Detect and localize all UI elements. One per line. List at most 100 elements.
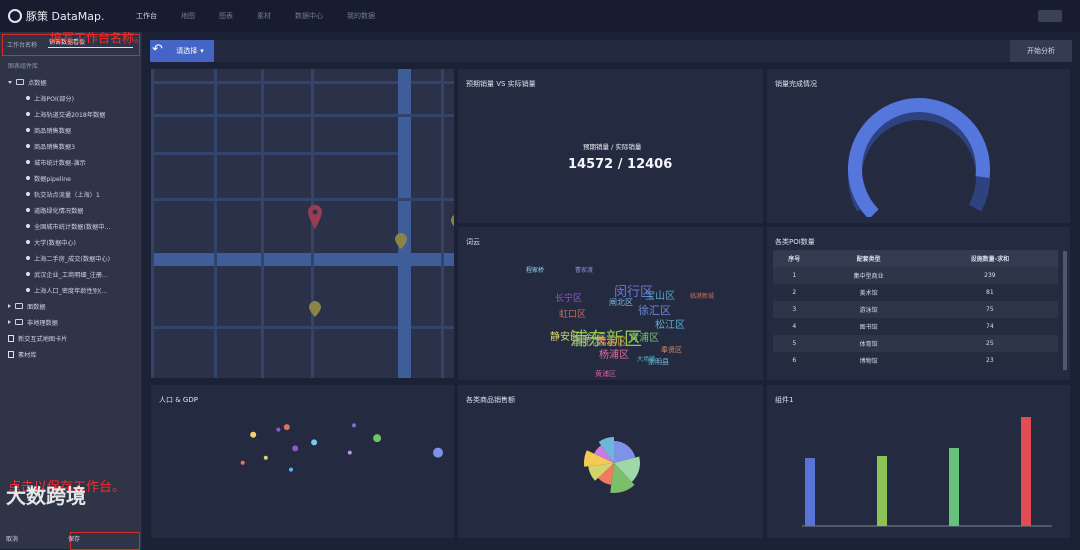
scatter-point[interactable] xyxy=(289,467,293,472)
scatter-point[interactable] xyxy=(263,455,268,460)
folder-label: 点数据 xyxy=(28,79,47,87)
scatter-point[interactable] xyxy=(311,439,318,446)
word-cloud-term[interactable]: 临港新城 xyxy=(690,293,715,300)
location-marker-icon[interactable] xyxy=(308,205,322,229)
word-cloud-term[interactable]: 杨浦区 xyxy=(599,350,629,361)
word-cloud-term[interactable]: 松江区 xyxy=(655,320,685,331)
nav-assets[interactable]: 素材 xyxy=(257,12,271,20)
location-pin-icon xyxy=(26,208,30,212)
data-item[interactable]: 上海二手房_成交(数据中心) xyxy=(8,250,136,266)
word-cloud-term[interactable]: 嘉定区 xyxy=(597,337,627,348)
pie-slice[interactable] xyxy=(588,463,614,481)
word-cloud-term[interactable]: 曹家渡 xyxy=(575,267,594,274)
scatter-point[interactable] xyxy=(240,460,245,465)
non-geo-data-folder[interactable]: 非地理数据 xyxy=(8,314,136,330)
scatter-point[interactable] xyxy=(347,450,352,455)
scatter-point[interactable] xyxy=(373,434,382,443)
word-cloud-term[interactable]: 长宁区 xyxy=(555,294,583,304)
scatter-point[interactable] xyxy=(283,424,290,431)
select-dropdown[interactable]: ↶ 请选择 ▾ xyxy=(150,40,214,62)
data-item[interactable]: 道路绿化情况数据 xyxy=(8,202,136,218)
word-cloud-term[interactable]: 崇明县 xyxy=(648,358,669,366)
point-data-folder[interactable]: 点数据 xyxy=(8,74,136,90)
word-cloud-term[interactable]: 虹口区 xyxy=(559,310,587,320)
data-item[interactable]: 上海人口_密度年龄性别(... xyxy=(8,282,136,298)
bar[interactable] xyxy=(877,456,887,526)
data-item[interactable]: 数据pipeline xyxy=(8,170,136,186)
map-road xyxy=(151,81,454,84)
location-marker-icon[interactable] xyxy=(309,301,321,317)
word-cloud-term[interactable]: 黄浦区 xyxy=(595,370,616,378)
word-cloud-term[interactable]: 普陀区 xyxy=(572,337,602,348)
data-item[interactable]: 商品销售数据3 xyxy=(8,138,136,154)
table-row[interactable]: 6 博物馆 23 xyxy=(773,352,1058,369)
pie-slice[interactable] xyxy=(597,463,614,485)
scatter-point[interactable] xyxy=(250,431,257,438)
polygon-data-folder[interactable]: 面数据 xyxy=(8,298,136,314)
scatter-point[interactable] xyxy=(352,423,356,428)
save-button[interactable]: 保存 xyxy=(68,536,81,543)
pie-slice[interactable] xyxy=(594,445,614,463)
word-cloud-term[interactable]: 浦东新区 xyxy=(570,329,642,350)
table-row[interactable]: 5 体育馆 25 xyxy=(773,335,1058,352)
word-cloud-term[interactable]: 程家桥 xyxy=(526,267,545,274)
bar[interactable] xyxy=(1021,417,1031,526)
word-cloud-term[interactable]: 闵行区 xyxy=(614,285,654,300)
data-item[interactable]: 城市统计数据-演示 xyxy=(8,154,136,170)
location-marker-icon[interactable] xyxy=(395,233,407,249)
pie-slice[interactable] xyxy=(610,463,635,493)
map-main-road xyxy=(398,69,411,378)
bar[interactable] xyxy=(949,448,959,526)
pie-slice[interactable] xyxy=(614,441,636,463)
data-item[interactable]: 大学(数据中心) xyxy=(8,234,136,250)
data-item[interactable]: 全国城市统计数据(数据中... xyxy=(8,218,136,234)
expected-vs-actual-panel: 预期销量 VS 实际销量 预期销量 / 实际销量 14572 / 12406 xyxy=(457,68,764,224)
bar[interactable] xyxy=(805,458,815,526)
word-cloud-term[interactable]: 青浦区 xyxy=(629,333,659,344)
word-cloud-term[interactable]: 闸北区 xyxy=(609,298,633,307)
nav-workbench[interactable]: 工作台 xyxy=(136,12,157,20)
user-menu-icon[interactable] xyxy=(1038,10,1062,22)
map-panel[interactable] xyxy=(150,68,455,379)
pie-slice[interactable] xyxy=(584,450,614,467)
folder-icon xyxy=(15,319,23,325)
word-cloud-term[interactable]: 徐汇区 xyxy=(638,304,671,317)
word-cloud-term[interactable]: 大场镇 xyxy=(637,356,656,363)
word-cloud-term[interactable]: 奉贤区 xyxy=(661,346,682,354)
pie-slice[interactable] xyxy=(614,456,640,482)
map-road xyxy=(151,69,154,378)
nav-map[interactable]: 地图 xyxy=(181,12,195,20)
table-row[interactable]: 4 图书馆 74 xyxy=(773,318,1058,335)
cancel-button[interactable]: 取消 xyxy=(6,536,19,543)
location-marker-icon[interactable] xyxy=(451,214,455,230)
table-row[interactable]: 3 游泳馆 75 xyxy=(773,301,1058,318)
table-row[interactable]: 2 美术馆 81 xyxy=(773,284,1058,301)
word-cloud-term[interactable]: 静安区 xyxy=(550,332,580,343)
data-item[interactable]: 武汉企业_工商明细_注册... xyxy=(8,266,136,282)
table-scrollbar[interactable] xyxy=(1063,251,1067,370)
data-item[interactable]: 上海轨道交通2018年数据 xyxy=(8,106,136,122)
location-pin-icon xyxy=(26,256,30,260)
nav-my-data[interactable]: 我的数据 xyxy=(347,12,375,20)
nav-charts[interactable]: 图表 xyxy=(219,12,233,20)
nav-data-center[interactable]: 数据中心 xyxy=(295,12,323,20)
scatter-point[interactable] xyxy=(433,447,443,458)
collapsed-caret-icon xyxy=(8,304,11,308)
pie-slice[interactable] xyxy=(598,437,614,463)
scatter-point[interactable] xyxy=(276,427,281,432)
asset-library[interactable]: 素材库 xyxy=(8,346,136,362)
table-row[interactable]: 1 集中型商业 239 xyxy=(773,267,1058,284)
word-cloud-term[interactable]: 金山区 xyxy=(585,333,606,341)
workspace-name-input[interactable] xyxy=(48,36,133,48)
data-item[interactable]: 上海POI(部分) xyxy=(8,90,136,106)
back-arrow-icon[interactable]: ↶ xyxy=(152,42,163,57)
sidebar-actions: 取消 保存 xyxy=(6,534,80,543)
data-item[interactable]: 商品销售数据 xyxy=(8,122,136,138)
start-analysis-button[interactable]: 开始分析 xyxy=(1010,40,1072,62)
word-cloud-term[interactable]: 宝山区 xyxy=(645,291,675,302)
data-item[interactable]: 轨交站点流量（上海）1 xyxy=(8,186,136,202)
scatter-point[interactable] xyxy=(292,445,299,452)
new-map-card[interactable]: 新交互式地图卡片 xyxy=(8,330,136,346)
location-pin-icon xyxy=(26,224,30,228)
